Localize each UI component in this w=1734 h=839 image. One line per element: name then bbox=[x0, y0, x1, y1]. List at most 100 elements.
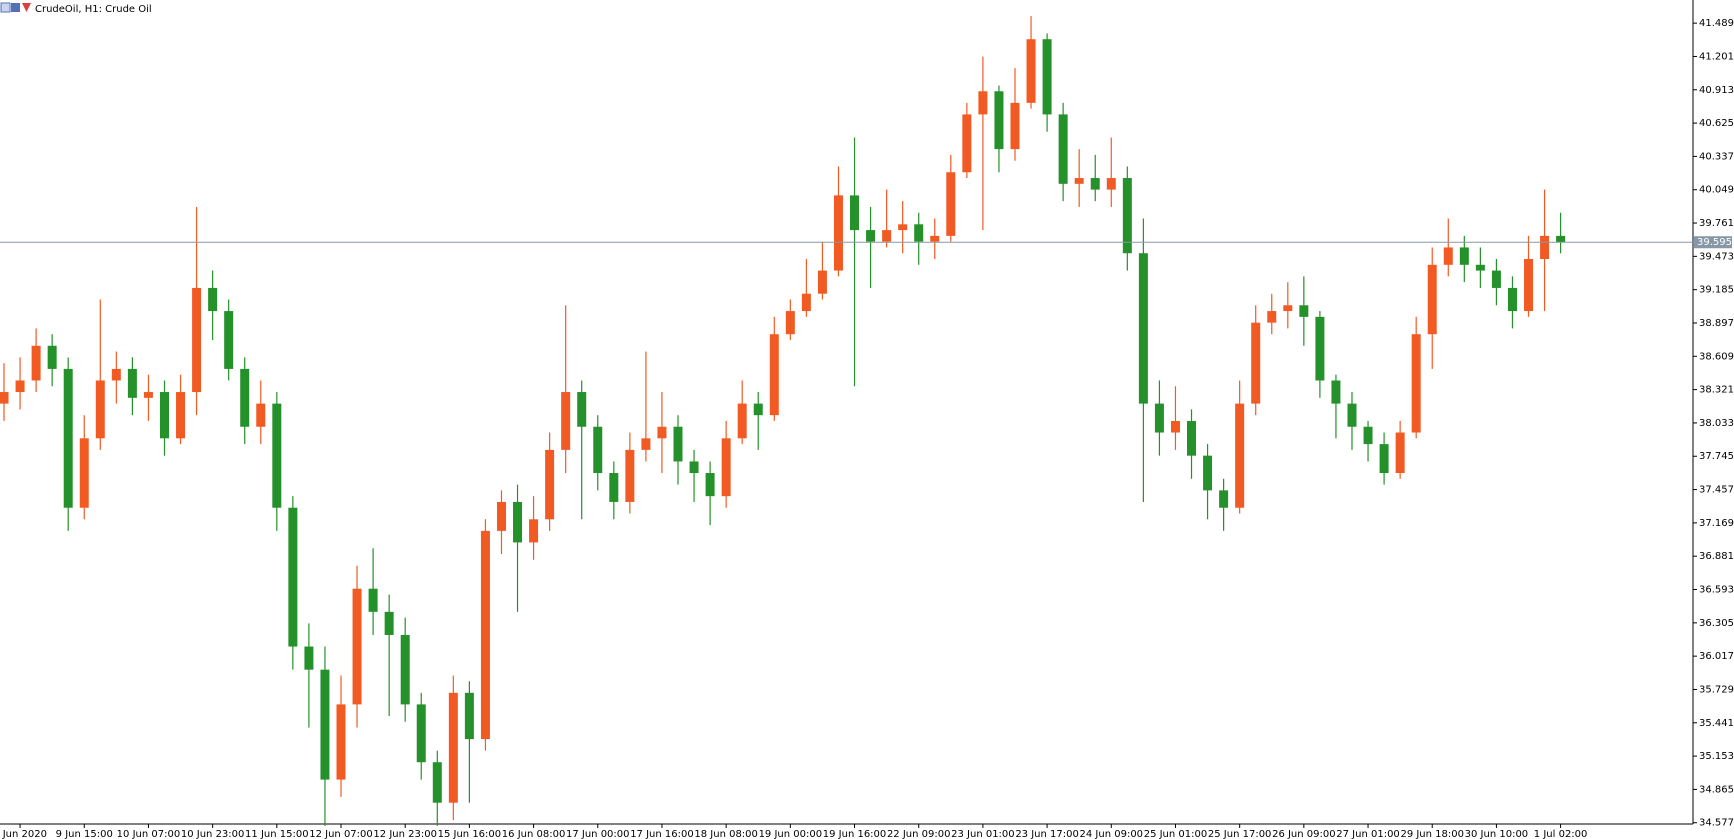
x-tick-label: 23 Jun 17:00 bbox=[1015, 829, 1079, 839]
candle-body bbox=[159, 392, 169, 439]
candle-body bbox=[946, 172, 956, 236]
x-tick-label: 15 Jun 16:00 bbox=[438, 829, 502, 839]
candle-body bbox=[1138, 253, 1148, 404]
candle-body bbox=[368, 588, 378, 612]
candle-body bbox=[1491, 270, 1501, 288]
candle-body bbox=[866, 230, 876, 242]
y-tick-label: 36.881 bbox=[1699, 551, 1734, 562]
candle-body bbox=[1411, 334, 1421, 433]
candle-body bbox=[994, 91, 1004, 150]
candle-body bbox=[737, 403, 747, 439]
x-tick-label: 23 Jun 01:00 bbox=[951, 829, 1015, 839]
candle-body bbox=[833, 195, 843, 271]
candle-body bbox=[79, 438, 89, 508]
icon bbox=[11, 3, 20, 12]
candle-body bbox=[545, 449, 555, 520]
candle-body bbox=[1443, 247, 1453, 265]
candle-body bbox=[63, 368, 73, 508]
x-tick-label: 16 Jun 08:00 bbox=[502, 829, 566, 839]
x-tick-label: 12 Jun 23:00 bbox=[373, 829, 437, 839]
candle-body bbox=[1363, 426, 1373, 445]
candle-body bbox=[1170, 420, 1180, 433]
candle-body bbox=[1235, 403, 1245, 508]
candle-body bbox=[208, 287, 218, 312]
candle-body bbox=[496, 501, 506, 531]
x-tick-label: 10 Jun 23:00 bbox=[181, 829, 245, 839]
candle-body bbox=[914, 224, 924, 242]
x-tick-label: 8 Jun 2020 bbox=[0, 829, 47, 839]
candle-body bbox=[1203, 455, 1213, 491]
candle-body bbox=[127, 368, 137, 398]
y-tick-label: 35.153 bbox=[1699, 751, 1734, 762]
y-tick-label: 38.609 bbox=[1699, 351, 1734, 362]
candle-body bbox=[641, 438, 651, 450]
candle-body bbox=[561, 392, 571, 450]
candle-body bbox=[384, 611, 394, 635]
x-tick-label: 25 Jun 01:00 bbox=[1144, 829, 1208, 839]
candle-body bbox=[577, 392, 587, 427]
candle-body bbox=[1347, 403, 1357, 427]
candle-body bbox=[1106, 178, 1116, 190]
x-tick-label: 1 Jul 02:00 bbox=[1534, 829, 1588, 839]
candle-body bbox=[1251, 322, 1261, 404]
x-tick-label: 12 Jun 07:00 bbox=[309, 829, 373, 839]
candle-body bbox=[1042, 39, 1052, 115]
candle-body bbox=[962, 114, 972, 173]
x-tick-label: 25 Jun 17:00 bbox=[1208, 829, 1272, 839]
candle-body bbox=[785, 311, 795, 335]
x-tick-label: 22 Jun 09:00 bbox=[887, 829, 951, 839]
x-tick-label: 27 Jun 01:00 bbox=[1336, 829, 1400, 839]
icon bbox=[22, 3, 31, 12]
y-tick-label: 40.625 bbox=[1699, 118, 1734, 129]
x-tick-label: 29 Jun 18:00 bbox=[1400, 829, 1464, 839]
candle-body bbox=[1074, 178, 1084, 184]
candle-body bbox=[689, 461, 699, 474]
current-price-tag bbox=[1694, 236, 1732, 249]
candle-body bbox=[47, 345, 57, 369]
x-tick-label: 19 Jun 16:00 bbox=[823, 829, 887, 839]
current-price-label: 39.595 bbox=[1697, 237, 1732, 248]
candle-body bbox=[898, 224, 908, 231]
y-tick-label: 40.337 bbox=[1699, 151, 1734, 162]
candle-body bbox=[176, 392, 186, 439]
y-tick-label: 34.865 bbox=[1699, 784, 1734, 795]
candle-body bbox=[1283, 305, 1293, 312]
y-tick-label: 38.033 bbox=[1699, 418, 1734, 429]
candle-body bbox=[753, 403, 763, 416]
candle-body bbox=[0, 392, 9, 404]
y-tick-label: 39.185 bbox=[1699, 285, 1734, 296]
candle-body bbox=[721, 438, 731, 497]
y-tick-label: 38.897 bbox=[1699, 318, 1734, 329]
candle-body bbox=[240, 368, 250, 427]
x-tick-label: 9 Jun 15:00 bbox=[56, 829, 113, 839]
candle-body bbox=[464, 692, 474, 740]
candle-body bbox=[529, 519, 539, 543]
candle-body bbox=[705, 473, 715, 497]
y-tick-label: 39.473 bbox=[1699, 251, 1734, 262]
candle-body bbox=[1379, 444, 1389, 474]
y-tick-label: 37.745 bbox=[1699, 451, 1734, 462]
candle-body bbox=[1459, 247, 1469, 265]
icon bbox=[0, 2, 11, 13]
y-tick-label: 37.457 bbox=[1699, 485, 1734, 496]
y-tick-label: 40.049 bbox=[1699, 185, 1734, 196]
candle-body bbox=[336, 704, 346, 780]
candle-body bbox=[769, 334, 779, 416]
candle-body bbox=[1331, 380, 1341, 404]
candle-body bbox=[111, 368, 121, 381]
candle-body bbox=[1058, 114, 1068, 184]
candle-body bbox=[1026, 39, 1036, 103]
x-tick-label: 19 Jun 00:00 bbox=[759, 829, 823, 839]
candle-body bbox=[432, 762, 442, 803]
candle-body bbox=[1524, 259, 1534, 312]
y-tick-label: 34.577 bbox=[1699, 818, 1734, 829]
candle-body bbox=[1267, 311, 1277, 323]
candle-body bbox=[192, 287, 202, 393]
candle-body bbox=[657, 426, 667, 439]
candle-body bbox=[416, 704, 426, 763]
candle-body bbox=[480, 530, 490, 740]
candle-body bbox=[513, 501, 523, 543]
y-tick-label: 36.593 bbox=[1699, 585, 1734, 596]
candle-body bbox=[673, 426, 683, 462]
